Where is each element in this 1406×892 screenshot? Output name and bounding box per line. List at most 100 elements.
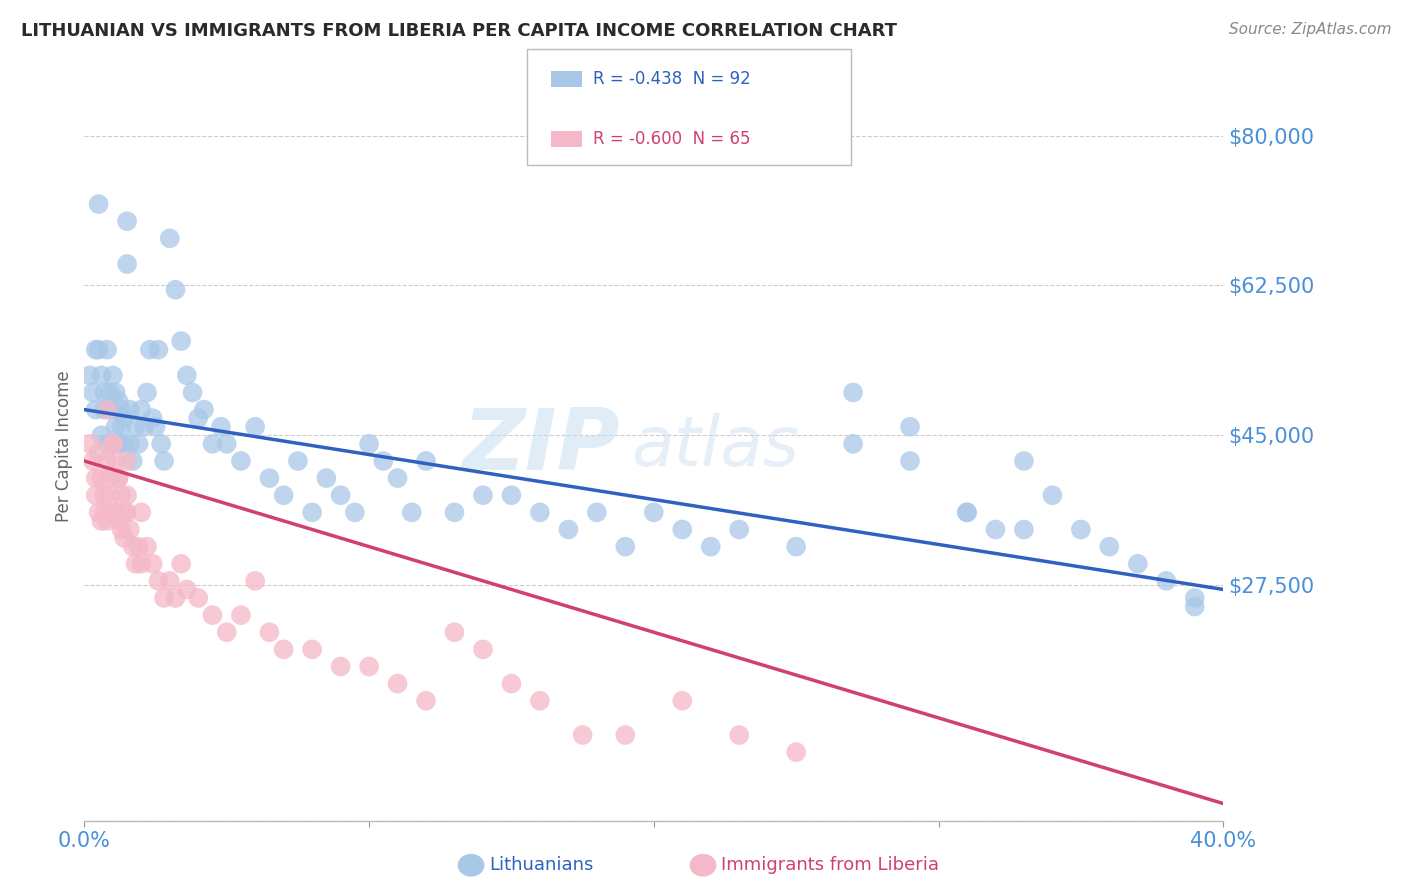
Point [153,591,176,605]
Point [1012,454,1035,468]
Point [273,642,295,657]
Point [209,419,232,434]
Point [898,419,921,434]
Point [501,488,523,502]
Point [101,368,124,383]
Point [359,659,381,673]
Point [90,471,112,485]
Point [121,540,143,554]
Text: R = -0.438  N = 92: R = -0.438 N = 92 [593,70,751,88]
Text: Immigrants from Liberia: Immigrants from Liberia [721,856,939,874]
Point [82,454,104,468]
Point [98,402,121,417]
Point [127,437,149,451]
Point [501,676,523,690]
Point [142,557,165,571]
Point [1070,523,1092,537]
Point [107,514,129,528]
Point [90,368,112,383]
Point [104,505,127,519]
Point [671,523,693,537]
Point [87,445,110,459]
Point [586,505,609,519]
Point [728,523,751,537]
Point [842,437,865,451]
Point [115,214,138,228]
Point [153,454,176,468]
Point [90,428,112,442]
Point [176,368,198,383]
Point [112,437,135,451]
Point [148,343,170,357]
Point [104,454,127,468]
Point [148,574,170,588]
Point [104,419,127,434]
Point [215,625,238,640]
Point [124,419,146,434]
Point [571,728,593,742]
Point [643,505,665,519]
Point [259,471,281,485]
Point [728,728,751,742]
Point [121,454,143,468]
Point [785,745,807,759]
Point [181,385,204,400]
Point [107,437,129,451]
Text: R = -0.600  N = 65: R = -0.600 N = 65 [593,130,751,148]
Point [956,505,979,519]
Point [131,557,153,571]
Point [118,437,141,451]
Point [329,659,352,673]
Point [193,402,215,417]
Point [145,419,167,434]
Text: ZIP: ZIP [463,404,620,488]
Point [87,197,110,211]
Point [118,523,141,537]
Point [118,402,141,417]
Point [165,283,187,297]
Point [96,514,118,528]
Point [614,540,637,554]
Point [110,488,132,502]
Point [110,402,132,417]
Point [124,557,146,571]
Point [301,642,323,657]
Point [170,557,193,571]
Point [115,257,138,271]
Point [1012,523,1035,537]
Point [107,471,129,485]
Point [98,488,121,502]
Point [1042,488,1064,502]
Point [159,231,181,245]
Point [898,454,921,468]
Point [115,454,138,468]
Point [87,505,110,519]
Point [700,540,723,554]
Point [557,523,579,537]
Point [110,419,132,434]
Point [245,419,267,434]
Point [671,694,693,708]
Point [82,385,104,400]
Point [387,676,409,690]
Point [187,591,209,605]
Point [301,505,323,519]
Point [112,505,135,519]
Point [139,343,162,357]
Point [1156,574,1178,588]
Point [131,402,153,417]
Point [215,437,238,451]
Point [98,385,121,400]
Point [159,574,181,588]
Point [329,488,352,502]
Point [112,531,135,545]
Point [315,471,337,485]
Point [201,608,224,623]
Point [245,574,267,588]
Point [201,437,224,451]
Point [96,402,118,417]
Point [101,437,124,451]
Text: atlas: atlas [631,412,799,480]
Point [96,343,118,357]
Point [136,540,159,554]
